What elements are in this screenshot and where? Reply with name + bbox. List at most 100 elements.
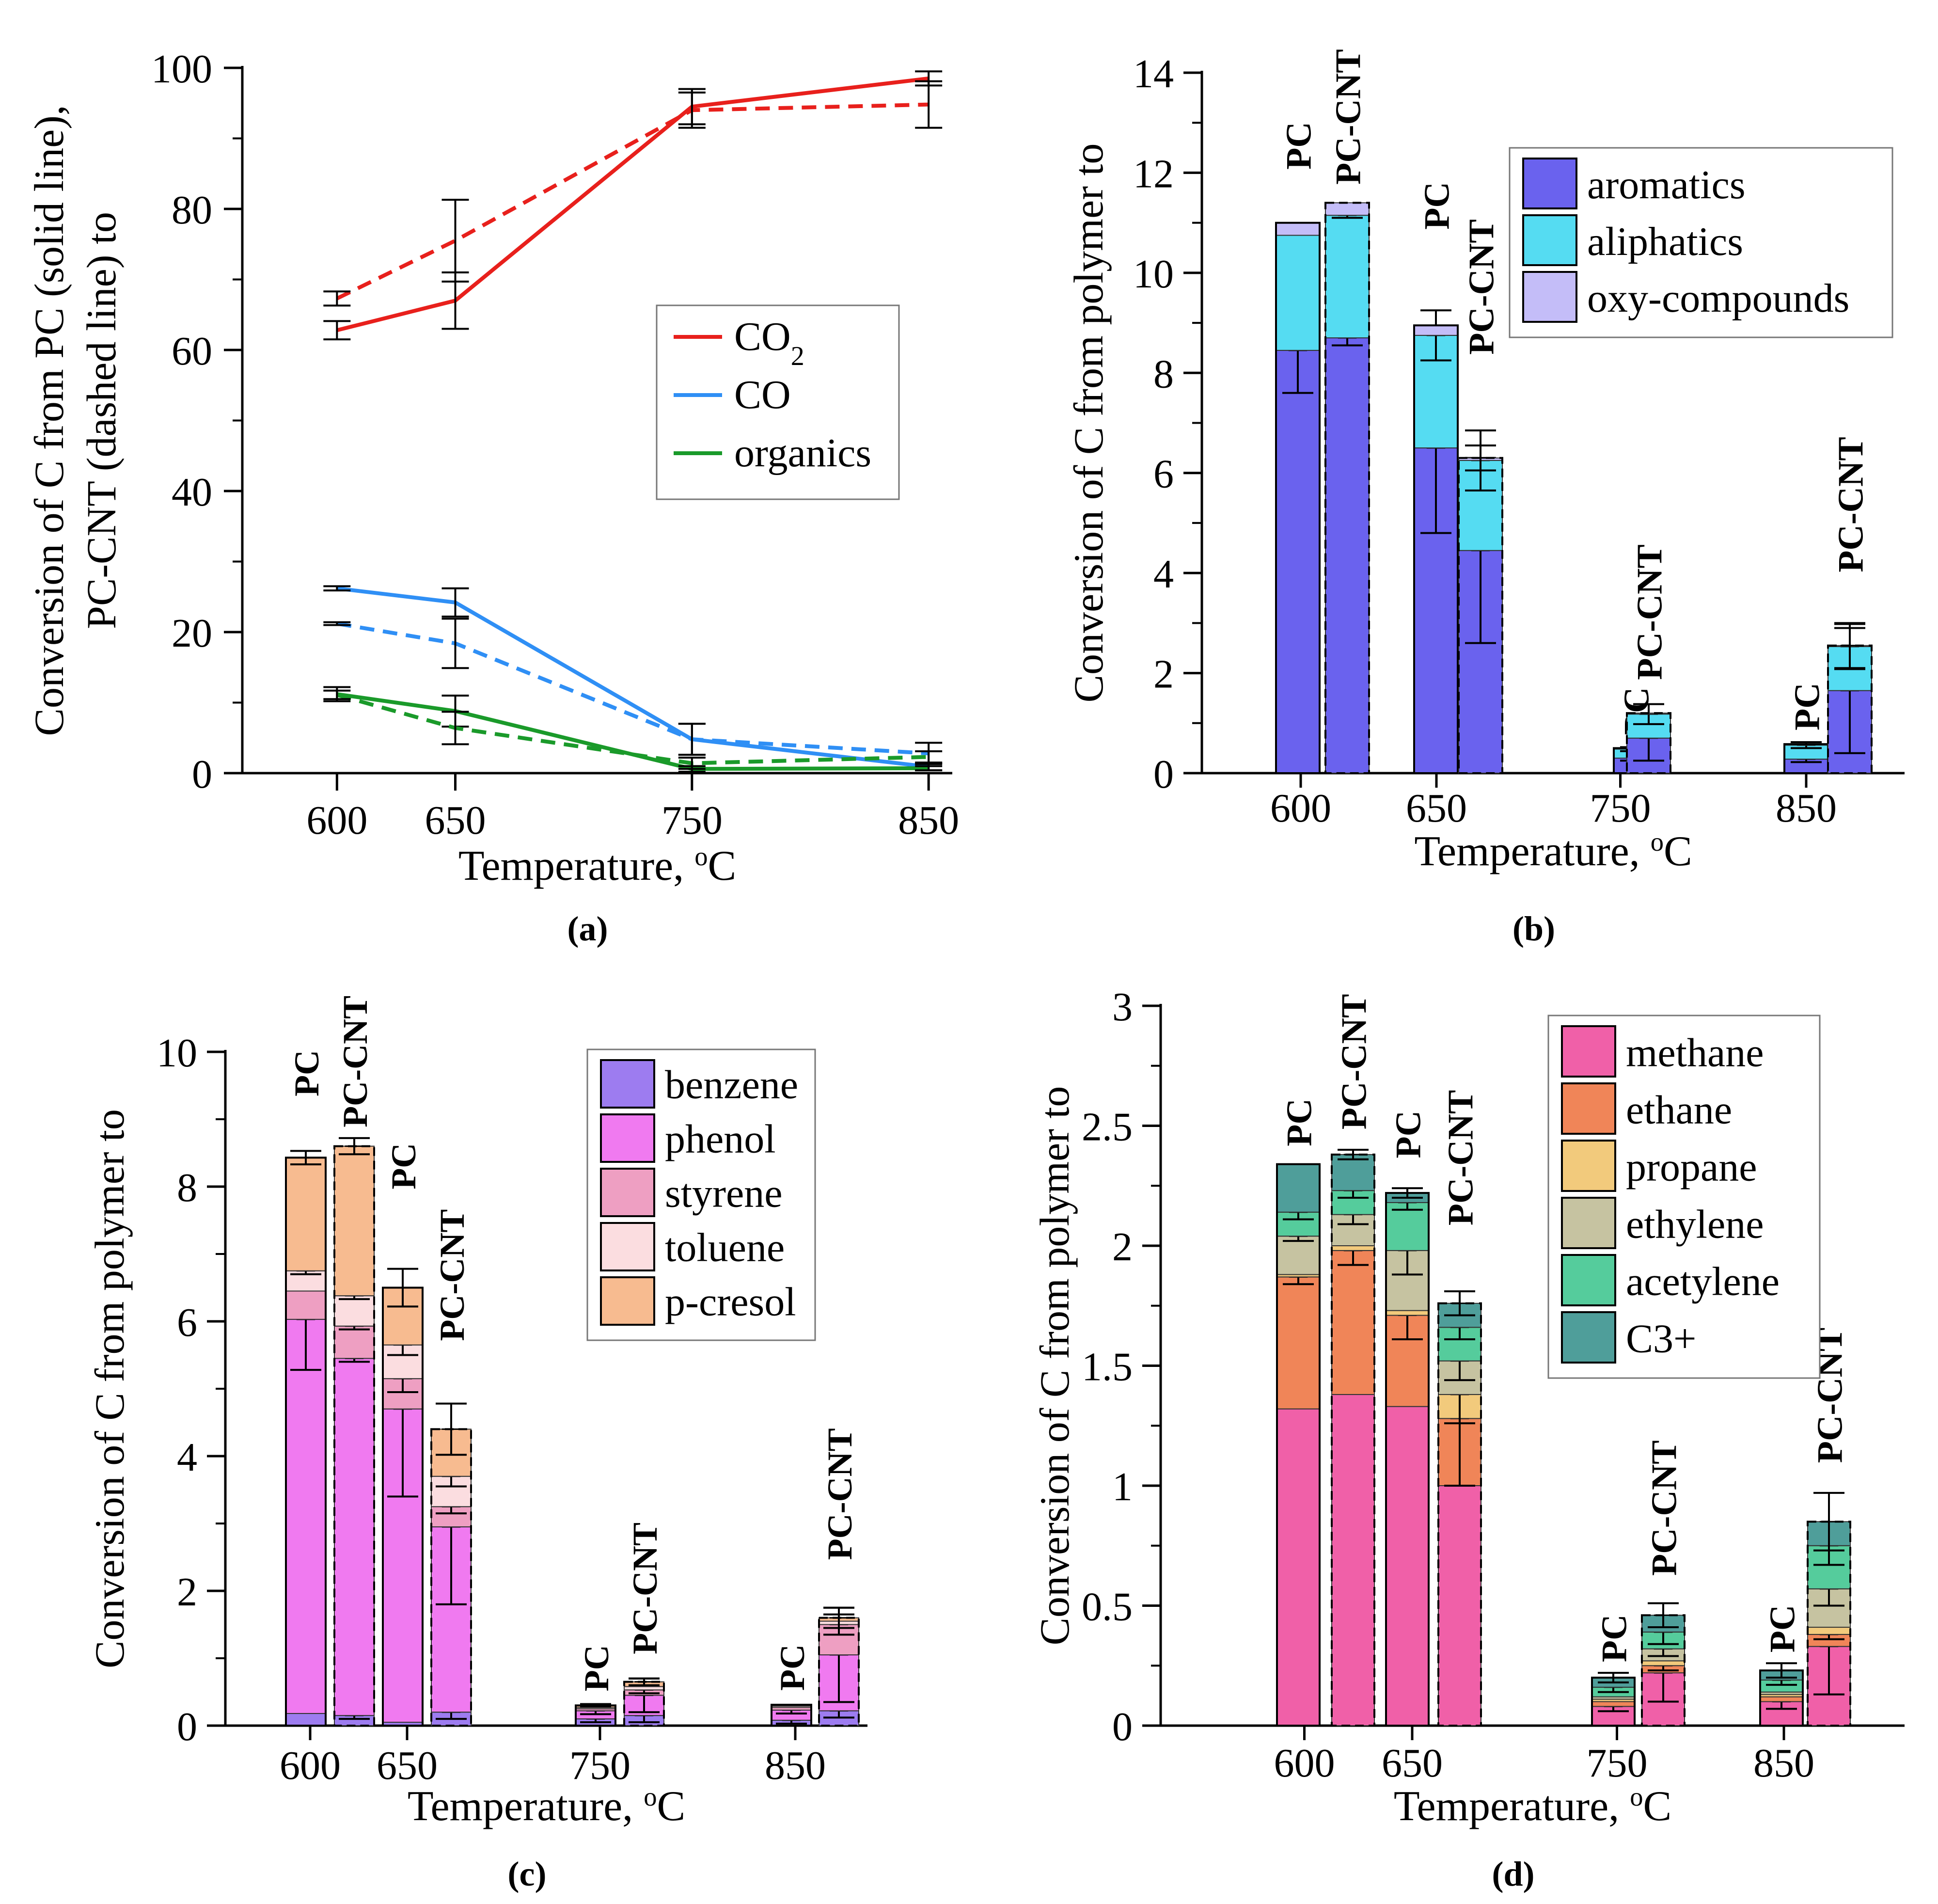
c-bar-PC-CNT-600-p-cresol — [334, 1145, 375, 1297]
c-legend-swatch-toluene — [600, 1222, 655, 1271]
c-bar-label-PC-CNT: PC-CNT — [433, 1209, 472, 1341]
d-ytick-label: 3 — [1112, 984, 1133, 1030]
d-legend-swatch-propane — [1561, 1140, 1616, 1192]
d-xtick-label: 850 — [1753, 1741, 1814, 1786]
a-ytick-label: 0 — [192, 752, 212, 797]
a-ytick-label: 40 — [172, 470, 212, 515]
c-xtick-label: 850 — [765, 1743, 826, 1788]
a-line-CO-solid — [336, 586, 929, 769]
c-bar-PC-CNT-600-phenol — [334, 1358, 375, 1716]
d-bar-outline-PC-600 — [1276, 1163, 1321, 1727]
c-ytick-label: 8 — [177, 1165, 197, 1210]
b-xtick-label: 650 — [1406, 786, 1467, 831]
c-legend-swatch-benzene — [600, 1059, 655, 1109]
d-legend-label-ethane: ethane — [1626, 1088, 1732, 1133]
d-bar-PC-600-methane — [1276, 1408, 1320, 1727]
d-ytick-label: 0 — [1112, 1704, 1133, 1749]
c-caption: (c) — [508, 1855, 547, 1893]
d-y-axis-label: Conversion of C from polymer to — [1031, 1086, 1078, 1646]
c-bar-PC-CNT-600-styrene — [334, 1325, 375, 1359]
b-legend-swatch-oxy-compounds — [1522, 271, 1577, 323]
b-xtick-label: 850 — [1776, 786, 1837, 831]
c-legend-label-benzene: benzene — [665, 1062, 798, 1107]
d-ytick-label: 1 — [1112, 1464, 1133, 1509]
b-bar-label-PC-CNT: PC-CNT — [1831, 437, 1871, 572]
a-x-axis-label: Temperature, oC — [458, 841, 736, 890]
c-bar-PC-600-styrene — [285, 1290, 326, 1320]
c-bar-outline-PC-850 — [771, 1703, 812, 1727]
b-bar-label-PC-CNT: PC-CNT — [1329, 49, 1369, 185]
d-xtick-label: 650 — [1382, 1741, 1443, 1786]
d-xtick-label: 750 — [1587, 1741, 1648, 1786]
b-bar-outline-PC-CNT-600 — [1324, 202, 1370, 774]
a-ytick-label: 60 — [172, 329, 212, 374]
c-xtick-label: 600 — [280, 1743, 341, 1788]
c-legend-label-styrene: styrene — [665, 1171, 783, 1216]
b-ytick-label: 6 — [1153, 452, 1174, 497]
b-bar-PC-650-oxy-compounds — [1414, 325, 1458, 336]
d-bar-PC-CNT-600-ethane — [1331, 1250, 1375, 1395]
c-legend-label-p-cresol: p-cresol — [665, 1279, 796, 1324]
d-bar-PC-CNT-600-methane — [1331, 1394, 1375, 1726]
c-bar-label-PC-CNT: PC-CNT — [626, 1523, 664, 1654]
c-bar-outline-PC-CNT-850 — [818, 1617, 860, 1727]
d-legend-swatch-C3+ — [1561, 1311, 1616, 1364]
d-legend-swatch-ethane — [1561, 1082, 1616, 1135]
b-ytick-label: 2 — [1153, 652, 1174, 697]
c-bar-PC-600-p-cresol — [285, 1157, 326, 1271]
c-xtick-label: 750 — [569, 1743, 630, 1788]
c-x-axis-label: Temperature, oC — [408, 1782, 685, 1830]
a-line-organics-dashed — [336, 693, 929, 765]
d-bar-PC-CNT-750-propane — [1641, 1660, 1685, 1666]
panel-d: 0 0.5 1 1.5 2 2.5 3 600 650 750 850 Temperature, oC… — [1031, 984, 1905, 1893]
c-bar-label-PC-CNT: PC-CNT — [820, 1428, 859, 1560]
a-xtick-label: 600 — [306, 798, 367, 843]
c-xtick-label: 650 — [377, 1743, 438, 1788]
d-ytick-label: 2 — [1112, 1224, 1133, 1269]
d-bar-label-PC-CNT: PC-CNT — [1441, 1090, 1481, 1226]
b-xtick-label: 750 — [1590, 786, 1651, 831]
b-ytick-label: 10 — [1133, 252, 1174, 297]
b-bar-outline-PC-CNT-850 — [1827, 644, 1873, 775]
b-xtick-label: 600 — [1270, 786, 1331, 831]
d-bar-label-PC: PC — [1763, 1605, 1803, 1653]
d-xtick-label: 600 — [1274, 1741, 1335, 1786]
c-legend-label-phenol: phenol — [665, 1116, 776, 1161]
a-xtick-label: 650 — [425, 798, 486, 843]
c-bar-PC-CNT-750-toluene — [624, 1686, 664, 1691]
b-bar-PC-600-aliphatics — [1276, 235, 1320, 351]
c-bar-outline-PC-CNT-600 — [333, 1145, 375, 1727]
b-legend-label-oxy-compounds: oxy-compounds — [1587, 276, 1849, 321]
d-legend-label-acetylene: acetylene — [1626, 1259, 1780, 1304]
b-bar-outline-PC-CNT-750 — [1626, 712, 1671, 774]
c-ytick-label: 4 — [177, 1435, 197, 1480]
c-legend-swatch-p-cresol — [600, 1276, 655, 1326]
c-bar-outline-PC-CNT-750 — [623, 1681, 665, 1727]
a-xtick-label: 750 — [662, 798, 723, 843]
a-caption: (a) — [567, 909, 608, 948]
d-ytick-label: 0.5 — [1082, 1585, 1133, 1630]
d-bar-outline-PC-CNT-650 — [1437, 1302, 1482, 1727]
d-bar-PC-600-ethane — [1276, 1276, 1320, 1410]
d-bar-outline-PC-CNT-600 — [1331, 1153, 1375, 1727]
d-legend-label-propane: propane — [1626, 1145, 1757, 1190]
d-bar-outline-PC-CNT-850 — [1807, 1521, 1851, 1727]
d-bar-PC-650-propane — [1386, 1310, 1429, 1316]
b-ytick-label: 8 — [1153, 351, 1174, 397]
b-bar-outline-PC-CNT-650 — [1458, 457, 1503, 774]
c-ytick-label: 2 — [177, 1570, 197, 1615]
d-legend-swatch-ethylene — [1561, 1197, 1616, 1249]
d-bar-PC-CNT-600-propane — [1331, 1245, 1375, 1251]
a-line-CO2-dashed — [336, 102, 929, 301]
b-legend-label-aliphatics: aliphatics — [1587, 219, 1743, 264]
a-xtick-label: 850 — [898, 798, 959, 843]
c-bar-label-PC: PC — [773, 1644, 812, 1691]
b-ytick-label: 0 — [1153, 752, 1174, 797]
d-ytick-label: 2.5 — [1082, 1105, 1133, 1150]
c-bar-outline-PC-CNT-650 — [430, 1428, 472, 1727]
b-bar-PC-600-oxy-compounds — [1276, 222, 1320, 236]
panel-b: 0 2 4 6 8 10 12 14 600 650 750 850 Temperature, oC Co… — [1065, 49, 1905, 948]
d-bar-label-PC-CNT: PC-CNT — [1335, 994, 1374, 1130]
b-bar-PC-600-aromatics — [1276, 349, 1320, 774]
b-bar-label-PC: PC — [1279, 122, 1319, 170]
